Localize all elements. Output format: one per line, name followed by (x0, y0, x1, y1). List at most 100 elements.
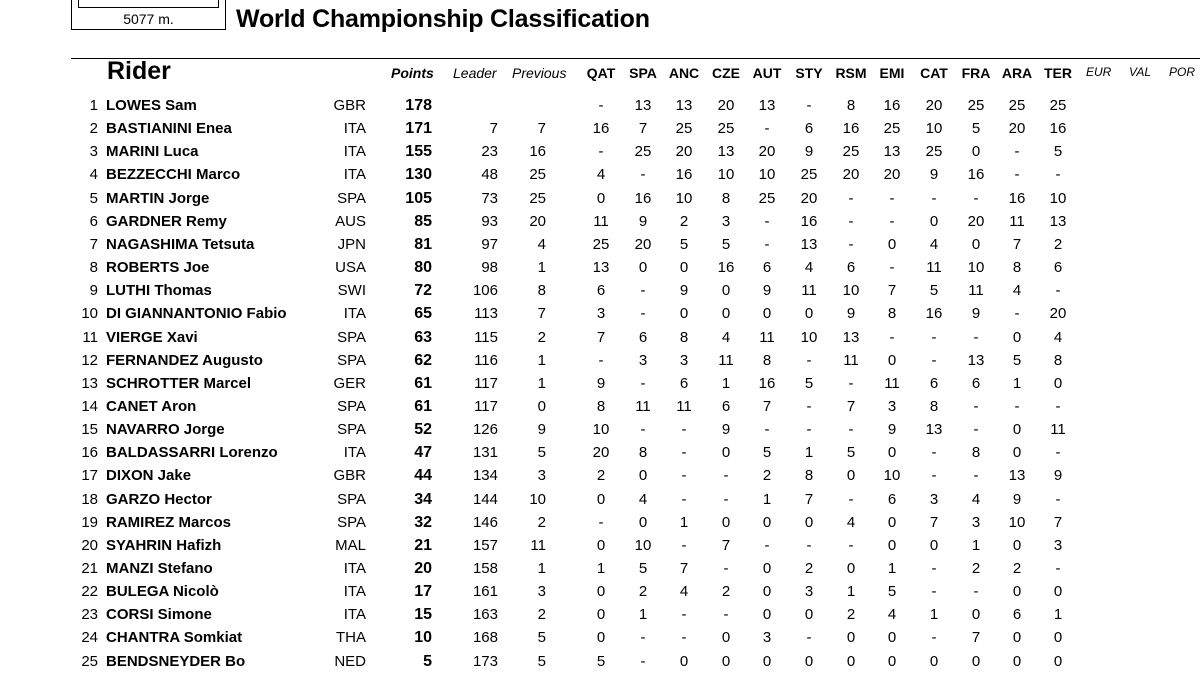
rider-points: 80 (414, 259, 432, 277)
rider-points: 10 (414, 629, 432, 647)
round-points: 16 (758, 374, 776, 392)
rider-points: 171 (405, 120, 432, 138)
rider-name: BASTIANINI Enea (106, 120, 232, 138)
header-round-por: POR (1169, 65, 1196, 79)
round-points: - (681, 444, 687, 462)
round-points: 9 (1012, 490, 1022, 508)
round-points: 3 (1053, 536, 1063, 554)
round-points: 9 (971, 305, 981, 323)
gap-to-previous: 2 (537, 328, 546, 346)
round-points: - (723, 490, 729, 508)
round-points: 2 (638, 583, 648, 601)
round-points: 0 (1012, 583, 1022, 601)
round-points: 0 (887, 235, 897, 253)
round-points: - (1014, 305, 1020, 323)
round-points: 5 (762, 444, 772, 462)
round-points: 5 (1012, 351, 1022, 369)
round-points: 13 (800, 235, 818, 253)
round-points: 7 (846, 397, 856, 415)
table-row: 16 BALDASSARRI Lorenzo ITA 47 131 5 20 8 - 0 5 1 5 0 -… (0, 441, 1200, 464)
table-row: 25 BENDSNEYDER Bo NED 5 173 5 5 - 0 0 0 0 0 0 0 0 0 0 (0, 650, 1200, 673)
rider-nation: ITA (343, 606, 366, 624)
round-points: - (1055, 282, 1061, 300)
round-points: - (973, 189, 979, 207)
round-points: 0 (804, 513, 814, 531)
gap-to-leader: 73 (481, 189, 498, 207)
rider-position: 25 (81, 652, 98, 670)
rider-nation: ITA (343, 120, 366, 138)
rider-nation: JPN (337, 235, 366, 253)
table-row: 24 CHANTRA Somkiat THA 10 168 5 0 - - 0 3 - 0 0 - 7 0 0 (0, 626, 1200, 649)
round-points: 2 (679, 212, 689, 230)
rider-name: ROBERTS Joe (106, 259, 210, 277)
round-points: - (764, 120, 770, 138)
gap-to-previous: 4 (537, 235, 546, 253)
round-points: 5 (1053, 143, 1063, 161)
rider-points: 52 (414, 421, 432, 439)
rider-position: 7 (89, 235, 98, 253)
rider-position: 19 (81, 513, 98, 531)
round-points: 4 (596, 166, 606, 184)
round-points: 0 (596, 536, 606, 554)
round-points: 16 (675, 166, 693, 184)
rider-points: 155 (405, 143, 432, 161)
gap-to-leader: 144 (472, 490, 498, 508)
rider-points: 20 (414, 560, 432, 577)
rider-position: 16 (81, 444, 98, 462)
round-points: 7 (929, 513, 939, 531)
rider-name: MARTIN Jorge (106, 189, 210, 207)
round-points: 20 (967, 212, 985, 230)
table-row: 13 SCHROTTER Marcel GER 61 117 1 9-6 1 16 5-11 6 6 1… (0, 372, 1200, 395)
table-row: 1 LOWES Sam GBR 178 - 13 13 20 13 - 8 16 20 25 25 25 (0, 94, 1200, 117)
round-points: - (598, 97, 604, 114)
round-points: 11 (1050, 421, 1066, 439)
round-points: 0 (596, 629, 606, 647)
round-points: - (931, 444, 937, 462)
round-points: 8 (971, 444, 981, 462)
round-points: - (806, 629, 812, 647)
rider-points: 72 (414, 282, 432, 300)
table-row: 17 DIXON Jake GBR 44 134 3 2 0 - - 2 8 0 10 - - 13 9 (0, 464, 1200, 487)
round-points: 0 (721, 444, 731, 462)
rider-nation: USA (335, 259, 366, 277)
round-points: 20 (842, 166, 860, 184)
gap-to-previous: 1 (537, 351, 546, 369)
round-points: 10 (1008, 513, 1026, 531)
gap-to-previous: 11 (530, 536, 546, 554)
round-points: - (1055, 397, 1061, 415)
round-points: - (848, 374, 854, 392)
track-length: 5077 m. (123, 11, 174, 27)
round-points: - (681, 421, 687, 439)
header-round-spa: SPA (629, 65, 657, 81)
table-row: 8 ROBERTS Joe USA 80 98 1 13 0 0 16 6 4 6 - 11 10 8 6 (0, 256, 1200, 279)
gap-to-previous: 0 (537, 397, 546, 415)
round-points: - (598, 513, 604, 531)
round-points: 25 (800, 166, 818, 184)
round-points: 6 (929, 374, 939, 392)
round-points: - (681, 536, 687, 554)
round-points: - (640, 652, 646, 670)
round-points: 0 (679, 259, 689, 277)
rider-nation: GBR (333, 97, 366, 114)
round-points: 3 (971, 513, 981, 531)
gap-to-leader: 131 (472, 444, 498, 462)
gap-to-previous: 25 (529, 166, 546, 184)
round-points: 11 (759, 328, 775, 346)
round-points: 0 (846, 629, 856, 647)
gap-to-leader: 173 (472, 652, 498, 670)
round-points: 0 (679, 305, 689, 323)
round-points: 11 (635, 397, 651, 415)
rider-position: 1 (89, 97, 98, 114)
header-round-emi: EMI (879, 65, 905, 81)
gap-to-previous: 1 (537, 259, 546, 277)
round-points: - (848, 421, 854, 439)
rider-position: 14 (81, 397, 98, 415)
rider-nation: SPA (337, 328, 366, 346)
round-points: - (889, 328, 895, 346)
round-points: 0 (1012, 444, 1022, 462)
round-points: 0 (887, 536, 897, 554)
round-points: 8 (887, 305, 897, 323)
rider-name: SYAHRIN Hafizh (106, 536, 222, 554)
rider-name: NAVARRO Jorge (106, 421, 225, 439)
round-points: 20 (758, 143, 776, 161)
